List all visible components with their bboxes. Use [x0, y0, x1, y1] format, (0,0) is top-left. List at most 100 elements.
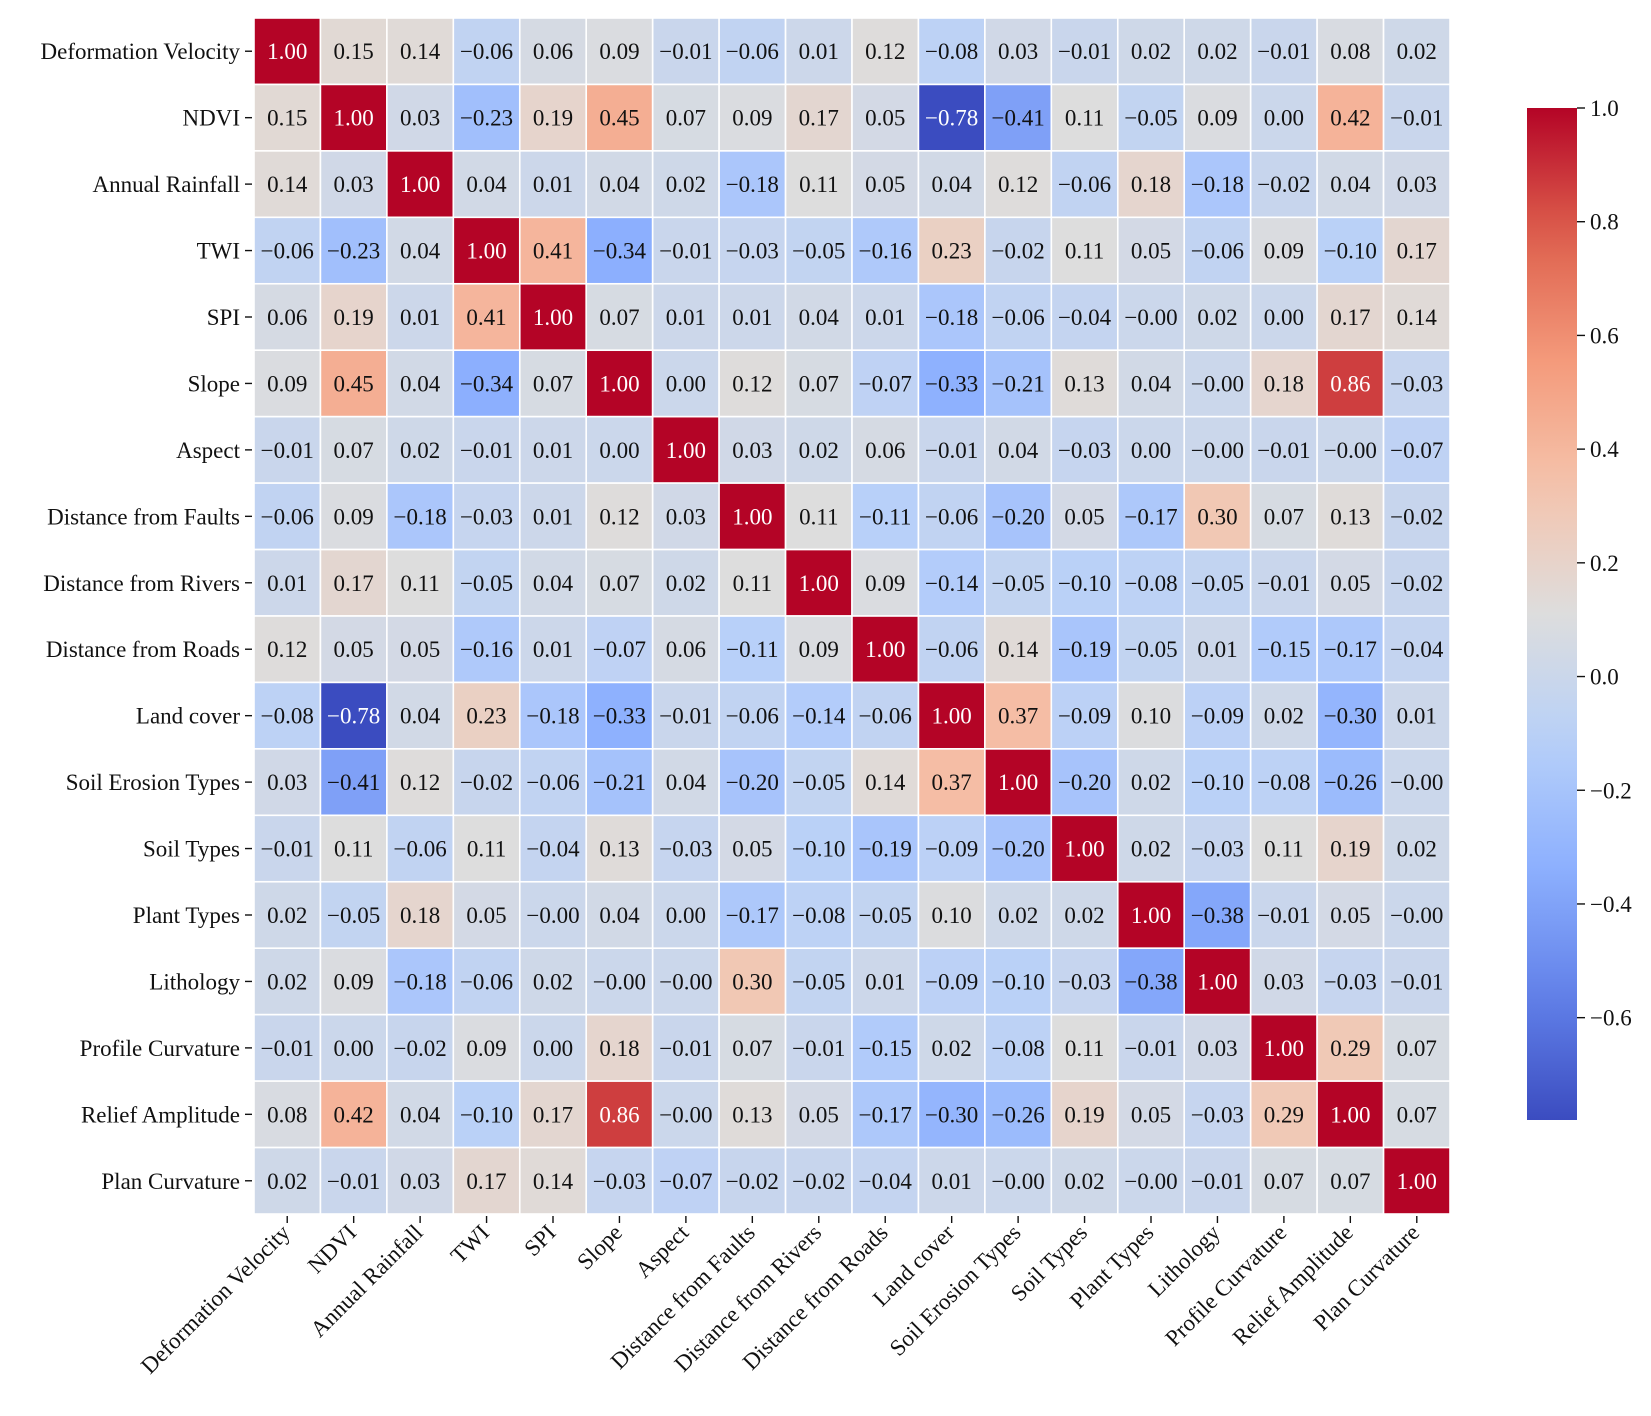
cell-value-label: −0.00 — [1191, 438, 1244, 463]
colorbar: 1.0 0.8 0.6 0.4 0.2 0.0 −0.2 −0.4 −0.6 — [1527, 96, 1632, 1120]
cell-value-label: 0.30 — [1197, 504, 1237, 529]
heatmap-cell — [518, 1146, 588, 1215]
heatmap-cell — [1382, 216, 1451, 285]
cell-value-label: 0.07 — [599, 571, 639, 596]
heatmap-cell — [1382, 1146, 1451, 1215]
heatmap-cell — [917, 548, 986, 617]
cell-value-label: 0.09 — [599, 39, 639, 64]
cell-value-label: 0.02 — [1197, 305, 1237, 330]
cell-value-label: 0.00 — [666, 371, 706, 396]
cell-value-label: 0.05 — [732, 837, 772, 862]
cell-value-label: −0.01 — [261, 1036, 314, 1061]
cell-value-label: 0.11 — [1065, 1036, 1104, 1061]
cell-value-label: 0.03 — [267, 770, 307, 795]
cell-value-label: 0.01 — [533, 438, 573, 463]
cell-value-label: 0.30 — [732, 969, 772, 994]
heatmap-cell — [253, 282, 322, 352]
heatmap-cell — [1249, 282, 1318, 352]
cell-value-label: −0.34 — [593, 239, 647, 264]
cell-value-label: 0.19 — [1064, 1102, 1104, 1127]
cell-value-label: 0.05 — [1330, 903, 1370, 928]
heatmap-cell — [319, 880, 388, 950]
row-label-aspect: Aspect — [176, 438, 240, 463]
heatmap-cell — [917, 681, 986, 750]
cell-value-label: 0.09 — [267, 371, 307, 396]
cell-value-label: 0.08 — [1330, 39, 1370, 64]
cell-value-label: 0.04 — [998, 438, 1039, 463]
heatmap-cell — [984, 748, 1053, 817]
cell-value-label: −0.78 — [925, 106, 978, 131]
heatmap-cell — [917, 415, 986, 484]
cell-value-label: −0.06 — [1058, 172, 1111, 197]
cell-value-label: 0.01 — [267, 571, 307, 596]
heatmap-cell — [1116, 1080, 1186, 1149]
cell-value-label: 0.19 — [1330, 837, 1370, 862]
heatmap-cell — [253, 814, 322, 883]
cell-value-label: 0.23 — [466, 704, 506, 729]
cell-value-label: 0.00 — [1264, 106, 1304, 131]
heatmap-cell — [984, 349, 1053, 418]
cell-value-label: 0.00 — [1264, 305, 1304, 330]
cell-value-label: −0.06 — [393, 837, 446, 862]
heatmap-cell — [917, 615, 986, 684]
heatmap-cell — [1316, 349, 1385, 418]
heatmap-cell — [386, 1080, 455, 1149]
heatmap-cell — [518, 947, 588, 1016]
cell-value-label: −0.01 — [1257, 571, 1310, 596]
heatmap-cell — [1382, 748, 1451, 817]
cell-value-label: 1.00 — [466, 239, 506, 264]
cell-value-label: 0.02 — [267, 903, 307, 928]
cell-value-label: 0.12 — [400, 770, 440, 795]
cell-value-label: 0.03 — [666, 504, 706, 529]
heatmap-cell — [319, 814, 388, 883]
heatmap-cell — [1050, 681, 1119, 750]
cell-value-label: −0.03 — [1058, 969, 1111, 994]
heatmap-cell — [452, 83, 521, 152]
cell-value-label: −0.00 — [1124, 305, 1177, 330]
heatmap-cell — [1382, 482, 1451, 551]
heatmap-cell — [1050, 83, 1119, 152]
cell-value-label: −0.08 — [991, 1036, 1044, 1061]
cell-value-label: 0.02 — [1131, 39, 1171, 64]
heatmap-cell — [1382, 615, 1451, 684]
heatmap-cell — [1116, 615, 1186, 684]
cell-value-label: −0.05 — [1124, 637, 1177, 662]
heatmap-cell — [1183, 282, 1252, 352]
cell-value-label: 0.17 — [466, 1169, 506, 1194]
heatmap-cell — [1382, 282, 1451, 352]
cell-value-label: 0.01 — [533, 637, 573, 662]
heatmap-cell — [518, 880, 588, 950]
cell-value-label: −0.21 — [991, 371, 1044, 396]
cell-value-label: −0.06 — [261, 504, 314, 529]
heatmap-cell — [917, 150, 986, 219]
cell-value-label: −0.38 — [1124, 969, 1177, 994]
cell-value-label: −0.00 — [526, 903, 579, 928]
cell-value-label: −0.06 — [925, 504, 978, 529]
cell-value-label: −0.01 — [1390, 969, 1443, 994]
cell-value-label: −0.18 — [726, 172, 779, 197]
cell-value-label: −0.09 — [1058, 704, 1111, 729]
cell-value-label: 0.04 — [400, 1102, 441, 1127]
cell-value-label: 1.00 — [666, 438, 706, 463]
heatmap-cell — [1050, 814, 1119, 883]
cell-value-label: −0.01 — [1257, 903, 1310, 928]
cell-value-label: 0.05 — [1064, 504, 1104, 529]
heatmap-cell — [1249, 482, 1318, 551]
cell-value-label: 0.18 — [1131, 172, 1171, 197]
heatmap-cell — [984, 548, 1053, 617]
cell-value-label: 0.02 — [267, 1169, 307, 1194]
heatmap-cell — [585, 947, 654, 1016]
cell-value-label: 0.14 — [1397, 305, 1438, 330]
cell-value-label: −0.17 — [1324, 637, 1377, 662]
heatmap-cell — [651, 150, 720, 219]
heatmap-cell — [452, 415, 521, 484]
heatmap-cell — [1249, 216, 1318, 285]
heatmap-cell — [386, 282, 455, 352]
heatmap-cell — [585, 1080, 654, 1149]
cell-value-label: −0.78 — [327, 704, 380, 729]
heatmap-cell — [319, 1146, 388, 1215]
cell-value-label: 0.09 — [732, 106, 772, 131]
cell-value-label: 0.37 — [932, 770, 972, 795]
cell-value-label: −0.41 — [991, 106, 1044, 131]
cell-value-label: 0.10 — [1131, 704, 1171, 729]
